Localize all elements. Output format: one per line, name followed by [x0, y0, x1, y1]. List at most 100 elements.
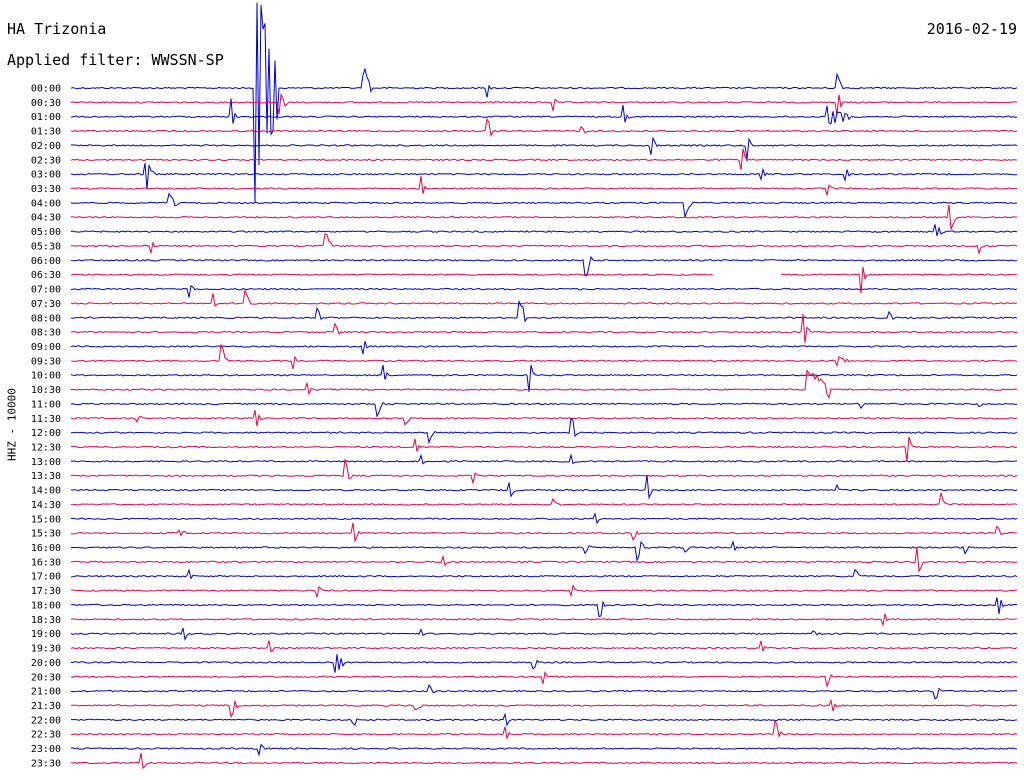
time-label: 15:30 — [31, 529, 61, 540]
time-label: 04:00 — [31, 198, 61, 209]
time-label: 10:00 — [31, 371, 61, 382]
time-label: 16:00 — [31, 543, 61, 554]
time-label: 13:00 — [31, 457, 61, 468]
trace-row — [70, 369, 1018, 399]
trace-row — [70, 266, 1018, 294]
time-label: 04:30 — [31, 213, 61, 224]
trace-row — [70, 584, 1017, 598]
time-label: 01:00 — [31, 112, 61, 123]
trace-row — [71, 698, 1018, 719]
time-label: 17:00 — [31, 572, 61, 583]
trace-row — [70, 118, 1018, 138]
trace-row — [70, 613, 1018, 627]
trace-row — [70, 192, 1018, 218]
trace-row — [70, 401, 1018, 418]
time-label: 03:00 — [31, 170, 61, 181]
trace-row — [71, 417, 1018, 445]
time-label: 22:30 — [31, 730, 61, 741]
trace-row — [70, 341, 1018, 355]
trace-row — [70, 597, 1018, 618]
trace-row — [70, 204, 1018, 230]
trace-row — [70, 233, 1018, 255]
time-label: 09:30 — [31, 356, 61, 367]
trace-row — [70, 568, 1018, 580]
trace-row — [70, 343, 1018, 370]
time-label: 06:30 — [31, 270, 61, 281]
trace-row — [70, 627, 1018, 642]
time-label: 12:30 — [31, 443, 61, 454]
time-label: 15:00 — [31, 514, 61, 525]
trace-row — [71, 436, 1018, 461]
trace-row — [70, 492, 1018, 506]
time-label: 06:00 — [31, 256, 61, 267]
time-label: 22:00 — [31, 715, 61, 726]
station-title: HA Trizonia — [7, 20, 107, 38]
time-label: 02:00 — [31, 141, 61, 152]
time-label: 01:30 — [31, 127, 61, 138]
trace-row — [70, 364, 1018, 392]
trace-row — [70, 547, 1018, 574]
trace-row — [70, 671, 1018, 689]
time-label: 00:00 — [31, 84, 61, 95]
trace-row — [70, 2, 1018, 203]
trace-row — [70, 459, 1018, 484]
time-label: 11:00 — [31, 399, 61, 410]
trace-row — [70, 224, 1018, 237]
time-label: 20:00 — [31, 658, 61, 669]
time-label: 08:30 — [31, 328, 61, 339]
time-axis-labels: 00:00 00:30 01:00 01:30 02:00 02:30 03:00 03:30… — [31, 84, 61, 770]
time-label: 00:30 — [31, 98, 61, 109]
trace-row — [70, 453, 1018, 465]
trace-row — [71, 712, 1018, 727]
helicorder-traces — [70, 2, 1018, 770]
trace-row — [70, 163, 1018, 190]
time-label: 14:30 — [31, 500, 61, 511]
time-label: 08:00 — [31, 313, 61, 324]
trace-row — [71, 136, 1018, 160]
time-label: 03:30 — [31, 184, 61, 195]
trace-row — [71, 654, 1018, 673]
trace-row — [70, 92, 1018, 116]
trace-row — [70, 285, 1018, 298]
time-label: 05:30 — [31, 241, 61, 252]
time-label: 21:00 — [31, 687, 61, 698]
time-label: 07:00 — [31, 285, 61, 296]
filter-label: Applied filter: WWSSN-SP — [7, 51, 224, 69]
time-label: 14:00 — [31, 486, 61, 497]
time-label: 19:00 — [31, 629, 61, 640]
time-label: 12:00 — [31, 428, 61, 439]
time-label: 21:30 — [31, 701, 61, 712]
channel-label: HHZ - 10000 — [5, 388, 19, 461]
time-label: 02:30 — [31, 155, 61, 166]
time-label: 18:30 — [31, 615, 61, 626]
trace-row — [70, 540, 1018, 563]
trace-row — [70, 98, 1018, 125]
trace-row — [70, 313, 1017, 343]
time-label: 16:30 — [31, 557, 61, 568]
time-label: 05:00 — [31, 227, 61, 238]
trace-row — [70, 410, 1018, 427]
trace-row — [70, 474, 1018, 500]
trace-row — [70, 719, 1018, 739]
date-label: 2016-02-19 — [926, 20, 1017, 38]
trace-row — [70, 743, 1018, 757]
trace-row — [70, 522, 1017, 543]
trace-row — [70, 640, 1018, 653]
time-label: 07:30 — [31, 299, 61, 310]
time-label: 23:00 — [31, 744, 61, 755]
time-label: 20:30 — [31, 672, 61, 683]
time-label: 09:00 — [31, 342, 61, 353]
time-label: 23:30 — [31, 758, 61, 769]
trace-row — [70, 175, 1018, 196]
trace-row — [70, 288, 1018, 307]
trace-row — [70, 299, 1018, 323]
trace-row — [70, 752, 1018, 770]
time-label: 13:30 — [31, 471, 61, 482]
time-label: 19:30 — [31, 644, 61, 655]
time-label: 10:30 — [31, 385, 61, 396]
time-label: 18:00 — [31, 600, 61, 611]
time-label: 11:30 — [31, 414, 61, 425]
trace-row — [70, 683, 1018, 700]
trace-row — [70, 511, 1018, 525]
